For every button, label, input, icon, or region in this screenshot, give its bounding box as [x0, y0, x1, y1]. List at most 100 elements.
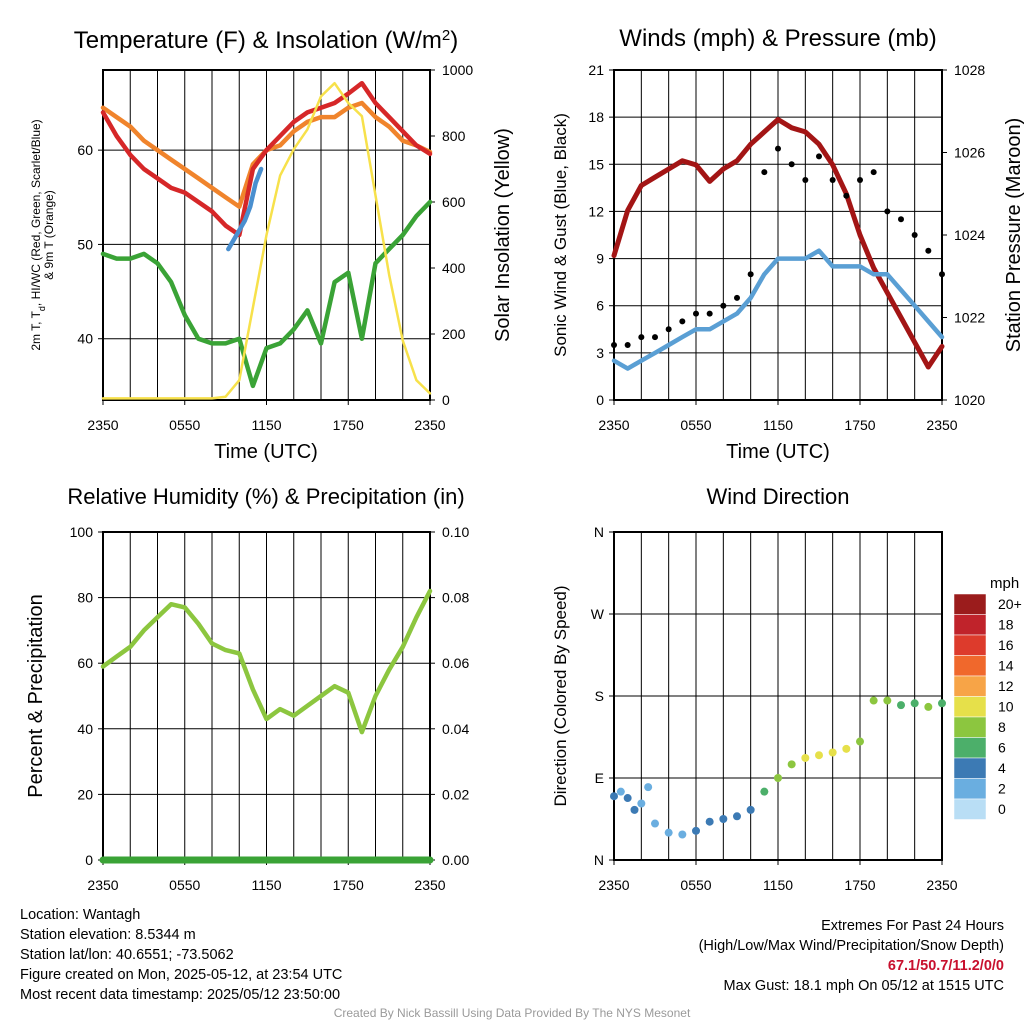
y-tick-label: 40: [77, 721, 93, 737]
speed-legend-label: 18: [998, 617, 1014, 633]
x-tick-label: 0550: [169, 877, 200, 893]
wind-direction-point: [787, 760, 796, 769]
direction-grid: [614, 532, 942, 860]
y2-tick-label: 1000: [442, 62, 473, 78]
y-tick-label: 60: [77, 655, 93, 671]
wind-gust-point: [706, 310, 713, 317]
wind-direction-point: [623, 794, 632, 803]
x-tick-label: 2350: [87, 417, 118, 433]
direction-title: Wind Direction: [706, 484, 849, 509]
wind-gust-point: [843, 192, 850, 199]
y-tick-label: 50: [77, 236, 93, 252]
y2-tick-label: 1024: [954, 227, 985, 243]
x-tick-label: 1750: [844, 877, 875, 893]
relative-humidity-line: [100, 588, 433, 735]
speed-legend-swatch: [953, 737, 987, 759]
wind-gust-point: [693, 310, 699, 317]
temp-2m-line: [100, 80, 433, 238]
wind-direction-point: [828, 748, 837, 757]
temperature-xlabel: Time (UTC): [214, 441, 318, 463]
dewpoint-line: [100, 199, 433, 389]
y-tick-label: 40: [77, 331, 93, 347]
wind-gust-point: [857, 177, 863, 183]
y2-tick-label: 0.02: [442, 786, 469, 802]
winds-ticks: 2350 0550 1150 1750 2350 0 3 6 9 12 15 18 21 1020 1022…: [588, 62, 985, 433]
y2-tick-label: 1022: [954, 310, 985, 326]
y-tick-label: 20: [77, 786, 93, 802]
wind-direction-point: [746, 805, 755, 814]
y-tick-label: W: [591, 606, 605, 622]
credit-line: Created By Nick Bassill Using Data Provi…: [333, 1006, 691, 1020]
speed-legend-swatch: [953, 675, 987, 697]
wind-direction-point: [705, 817, 714, 826]
wind-direction-point: [883, 696, 892, 705]
y2-tick-label: 0.00: [442, 852, 469, 868]
y2-tick-label: 1026: [954, 145, 985, 161]
wind-direction-point: [910, 699, 919, 708]
x-tick-label: 1750: [844, 417, 875, 433]
direction-ticks: 2350 0550 1150 1750 2350 N E S W N: [591, 524, 958, 893]
y2-tick-label: 0.10: [442, 524, 469, 540]
wind-direction-point: [760, 787, 769, 796]
y2-tick-label: 600: [442, 194, 466, 210]
speed-legend-label: 0: [998, 801, 1006, 817]
speed-legend-label: 14: [998, 658, 1014, 674]
humidity-panel: Relative Humidity (%) & Precipitation (i…: [25, 484, 469, 893]
y2-tick-label: 200: [442, 326, 466, 342]
speed-legend-swatch: [953, 778, 987, 800]
y2-tick-label: 0: [442, 392, 450, 408]
pressure-line: [611, 117, 945, 370]
speed-legend-title: mph: [990, 575, 1019, 592]
extremes-title: Extremes For Past 24 Hours: [821, 918, 1004, 934]
extremes-subtitle: (High/Low/Max Wind/Precipitation/Snow De…: [698, 938, 1004, 954]
speed-legend-label: 20+: [998, 596, 1022, 612]
speed-legend-swatch: [953, 757, 987, 779]
y-tick-label: 60: [77, 142, 93, 158]
x-tick-label: 1150: [251, 417, 281, 433]
wind-gust-point: [611, 342, 617, 348]
humidity-ylabel-left: Percent & Precipitation: [25, 594, 47, 797]
station-info: Location: Wantagh Station elevation: 8.5…: [20, 905, 342, 1005]
wind-direction-point: [856, 737, 864, 746]
y2-tick-label: 1020: [954, 392, 985, 408]
y-tick-label: N: [594, 852, 604, 868]
y-tick-label: 18: [588, 109, 604, 125]
wind-direction-point: [774, 774, 782, 782]
temperature-panel: Temperature (F) & Insolation (W/m2) 2350…: [29, 27, 514, 464]
wind-direction-point: [719, 815, 728, 823]
speed-legend-swatch: [953, 614, 987, 636]
max-gust: Max Gust: 18.1 mph On 05/12 at 1515 UTC: [723, 978, 1004, 994]
x-tick-label: 2350: [598, 877, 629, 893]
temperature-ylabel-left: 2m T, Td, HI/WC (Red, Green, Scarlet/Blu…: [29, 119, 47, 350]
direction-series: [610, 696, 946, 839]
wind-direction-point: [644, 783, 653, 792]
x-tick-label: 0550: [680, 877, 711, 893]
wind-gust-point: [898, 216, 904, 223]
wind-speed-line: [611, 248, 945, 371]
wind-gust-point: [747, 271, 754, 278]
wind-gust-point: [665, 326, 672, 333]
y-tick-label: 21: [588, 62, 604, 78]
y-tick-label: 6: [596, 298, 604, 314]
speed-legend-label: 16: [998, 637, 1014, 653]
x-tick-label: 1150: [763, 877, 793, 893]
winds-ylabel-right: Station Pressure (Maroon): [1003, 118, 1024, 353]
y-tick-label: E: [595, 770, 604, 786]
wind-gust-point: [884, 208, 891, 215]
wind-gust-point: [624, 342, 631, 348]
y-tick-label: S: [595, 688, 604, 704]
temperature-ylabel-right: Solar Insolation (Yellow): [492, 128, 514, 342]
wind-gust-point: [829, 177, 836, 183]
x-tick-label: 1750: [333, 877, 364, 893]
wind-direction-point: [637, 799, 646, 808]
heat-index-wind-chill-line: [226, 166, 264, 252]
station-elevation: Station elevation: 8.5344 m: [20, 927, 196, 943]
wind-direction-point: [610, 792, 618, 801]
speed-legend-swatch: [953, 696, 987, 718]
y2-tick-label: 800: [442, 128, 466, 144]
wind-gust-point: [761, 169, 768, 176]
wind-direction-point: [678, 830, 687, 839]
speed-legend-label: 4: [998, 760, 1006, 776]
y2-tick-label: 1028: [954, 62, 985, 78]
temperature-ylabel-left-2: & 9m T (Orange): [42, 190, 56, 280]
